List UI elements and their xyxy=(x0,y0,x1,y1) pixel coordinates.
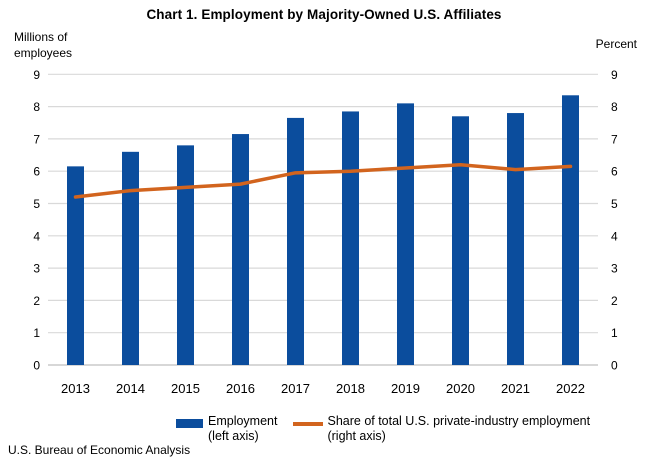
bar-2018 xyxy=(342,111,359,365)
y-tick-label-left: 6 xyxy=(33,165,40,179)
left-axis-unit-line1: Millions of xyxy=(14,30,68,44)
y-tick-label-right: 9 xyxy=(611,68,618,82)
share-line-swatch-icon xyxy=(293,422,324,426)
y-tick-label-right: 6 xyxy=(611,165,618,179)
category-label-2021: 2021 xyxy=(501,381,530,396)
category-label-2015: 2015 xyxy=(171,381,200,396)
category-label-2014: 2014 xyxy=(116,381,145,396)
right-axis-unit-label: Percent xyxy=(595,37,637,51)
bar-2016 xyxy=(232,134,249,365)
y-tick-label-left: 0 xyxy=(33,359,40,373)
y-tick-label-right: 4 xyxy=(611,229,618,243)
y-tick-label-left: 3 xyxy=(33,262,40,276)
legend-employment-sublabel: (left axis) xyxy=(208,429,259,443)
bar-2022 xyxy=(562,95,579,366)
bar-2020 xyxy=(452,116,469,365)
category-label-2016: 2016 xyxy=(226,381,255,396)
y-tick-label-right: 5 xyxy=(611,197,618,211)
legend-share-label: Share of total U.S. private-industry emp… xyxy=(327,414,591,428)
bar-2021 xyxy=(507,113,524,365)
y-tick-label-left: 4 xyxy=(33,229,40,243)
employment-bar-swatch-icon xyxy=(176,419,203,428)
y-tick-label-right: 8 xyxy=(611,100,618,114)
y-tick-label-right: 0 xyxy=(611,359,618,373)
bar-2013 xyxy=(67,166,84,365)
legend: Employment (left axis) Share of total U.… xyxy=(176,414,590,444)
left-axis-unit-label: Millions of employees xyxy=(14,29,72,61)
source-note: U.S. Bureau of Economic Analysis xyxy=(8,443,191,457)
category-label-2018: 2018 xyxy=(336,381,365,396)
y-tick-label-left: 2 xyxy=(33,294,40,308)
category-label-2022: 2022 xyxy=(556,381,585,396)
y-tick-label-left: 8 xyxy=(33,100,40,114)
legend-item-employment: Employment (left axis) xyxy=(176,414,277,444)
y-tick-label-left: 5 xyxy=(33,197,40,211)
category-label-2019: 2019 xyxy=(391,381,420,396)
bar-2019 xyxy=(397,103,414,366)
y-tick-label-right: 3 xyxy=(611,262,618,276)
chart-title: Chart 1. Employment by Majority-Owned U.… xyxy=(146,7,502,22)
legend-employment-label: Employment xyxy=(208,414,278,428)
y-tick-label-left: 1 xyxy=(33,326,40,340)
category-label-2013: 2013 xyxy=(61,381,90,396)
category-label-2017: 2017 xyxy=(281,381,310,396)
legend-share-sublabel: (right axis) xyxy=(327,429,386,443)
legend-item-share: Share of total U.S. private-industry emp… xyxy=(293,414,590,444)
share-line xyxy=(73,162,573,199)
y-tick-label-right: 2 xyxy=(611,294,618,308)
y-tick-label-right: 1 xyxy=(611,326,618,340)
bar-2015 xyxy=(177,145,194,365)
category-label-2020: 2020 xyxy=(446,381,475,396)
y-tick-label-right: 7 xyxy=(611,132,618,146)
bar-2017 xyxy=(287,117,304,365)
y-tick-label-left: 9 xyxy=(33,68,40,82)
y-tick-label-left: 7 xyxy=(33,132,40,146)
bar-2014 xyxy=(122,151,139,365)
left-axis-unit-line2: employees xyxy=(14,46,73,60)
